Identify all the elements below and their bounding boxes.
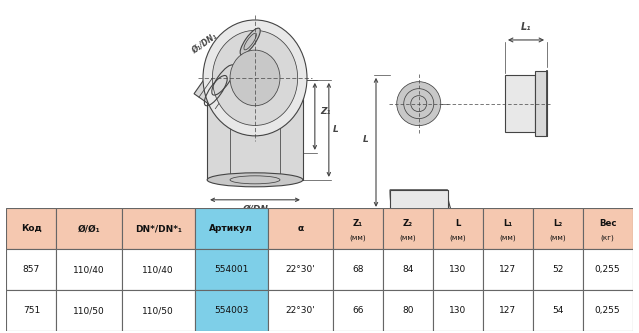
Polygon shape xyxy=(390,190,447,210)
Text: L₂: L₂ xyxy=(250,60,263,73)
Text: 22°30': 22°30' xyxy=(286,306,315,315)
FancyBboxPatch shape xyxy=(583,290,633,331)
Polygon shape xyxy=(390,190,505,305)
FancyBboxPatch shape xyxy=(195,249,268,290)
Text: Артикул: Артикул xyxy=(209,224,253,233)
FancyBboxPatch shape xyxy=(533,208,583,249)
Circle shape xyxy=(404,89,434,119)
Text: (мм): (мм) xyxy=(350,234,366,241)
Text: L: L xyxy=(363,135,369,145)
Text: 80: 80 xyxy=(402,306,413,315)
Text: 22°30': 22°30' xyxy=(286,265,315,274)
FancyBboxPatch shape xyxy=(333,208,383,249)
Text: L: L xyxy=(333,125,339,135)
FancyBboxPatch shape xyxy=(121,208,195,249)
FancyBboxPatch shape xyxy=(268,290,333,331)
Text: Z₂: Z₂ xyxy=(257,50,270,63)
Text: α: α xyxy=(297,224,304,233)
FancyBboxPatch shape xyxy=(121,249,195,290)
Text: (мм): (мм) xyxy=(449,234,466,241)
Polygon shape xyxy=(207,78,303,180)
Text: L₁: L₁ xyxy=(503,219,512,228)
Circle shape xyxy=(397,82,441,126)
FancyBboxPatch shape xyxy=(6,249,56,290)
Text: DN*/DN*₁: DN*/DN*₁ xyxy=(135,224,181,233)
FancyBboxPatch shape xyxy=(383,249,433,290)
Text: 554001: 554001 xyxy=(214,265,249,274)
FancyBboxPatch shape xyxy=(268,208,333,249)
FancyBboxPatch shape xyxy=(56,249,121,290)
Ellipse shape xyxy=(230,176,280,184)
Text: Ø/Ø₁: Ø/Ø₁ xyxy=(78,224,100,233)
FancyBboxPatch shape xyxy=(56,290,121,331)
Text: 66: 66 xyxy=(352,306,364,315)
Text: 110/50: 110/50 xyxy=(73,306,105,315)
Text: Z₁: Z₁ xyxy=(320,107,330,116)
FancyBboxPatch shape xyxy=(483,208,533,249)
Text: 127: 127 xyxy=(499,306,516,315)
Polygon shape xyxy=(505,75,535,133)
Ellipse shape xyxy=(240,28,260,55)
Text: 110/40: 110/40 xyxy=(142,265,174,274)
Text: Z₁: Z₁ xyxy=(353,219,363,228)
Polygon shape xyxy=(194,32,263,112)
Text: 130: 130 xyxy=(449,306,466,315)
FancyBboxPatch shape xyxy=(533,290,583,331)
FancyBboxPatch shape xyxy=(383,208,433,249)
FancyBboxPatch shape xyxy=(433,208,483,249)
Text: Ø₁/DN₁: Ø₁/DN₁ xyxy=(190,31,219,55)
Text: 857: 857 xyxy=(23,265,40,274)
Text: Z₂: Z₂ xyxy=(403,219,413,228)
Text: 0,255: 0,255 xyxy=(595,306,620,315)
FancyBboxPatch shape xyxy=(268,249,333,290)
FancyBboxPatch shape xyxy=(383,290,433,331)
Text: 130: 130 xyxy=(449,265,466,274)
Polygon shape xyxy=(535,71,547,137)
Text: L₂: L₂ xyxy=(553,219,562,228)
Text: 751: 751 xyxy=(23,306,40,315)
Ellipse shape xyxy=(230,50,280,106)
Text: 54: 54 xyxy=(552,306,564,315)
Text: (мм): (мм) xyxy=(500,234,516,241)
FancyBboxPatch shape xyxy=(56,208,121,249)
Text: L: L xyxy=(455,219,461,228)
FancyBboxPatch shape xyxy=(121,290,195,331)
FancyBboxPatch shape xyxy=(433,290,483,331)
FancyBboxPatch shape xyxy=(583,249,633,290)
Text: 110/40: 110/40 xyxy=(73,265,105,274)
Ellipse shape xyxy=(203,20,307,136)
Text: 0,255: 0,255 xyxy=(595,265,620,274)
Ellipse shape xyxy=(212,30,298,126)
FancyBboxPatch shape xyxy=(333,290,383,331)
Text: 68: 68 xyxy=(352,265,364,274)
FancyBboxPatch shape xyxy=(6,290,56,331)
Text: 52: 52 xyxy=(552,265,564,274)
FancyBboxPatch shape xyxy=(195,208,268,249)
Ellipse shape xyxy=(207,173,303,187)
Text: L₁: L₁ xyxy=(521,22,531,32)
FancyBboxPatch shape xyxy=(483,290,533,331)
Text: 110/50: 110/50 xyxy=(142,306,174,315)
Text: 554003: 554003 xyxy=(214,306,249,315)
FancyBboxPatch shape xyxy=(433,249,483,290)
Text: (кг): (кг) xyxy=(601,234,615,241)
Text: 67°30': 67°30' xyxy=(261,68,289,78)
FancyBboxPatch shape xyxy=(583,208,633,249)
Text: 84: 84 xyxy=(402,265,413,274)
Text: (мм): (мм) xyxy=(399,234,416,241)
FancyBboxPatch shape xyxy=(533,249,583,290)
Text: (мм): (мм) xyxy=(550,234,566,241)
Circle shape xyxy=(411,96,427,112)
Text: 127: 127 xyxy=(499,265,516,274)
FancyBboxPatch shape xyxy=(195,290,268,331)
Text: Вес: Вес xyxy=(599,219,617,228)
Text: Ø/DN: Ø/DN xyxy=(242,205,268,214)
FancyBboxPatch shape xyxy=(483,249,533,290)
FancyBboxPatch shape xyxy=(333,249,383,290)
Ellipse shape xyxy=(244,33,256,50)
Text: Код: Код xyxy=(21,224,42,233)
FancyBboxPatch shape xyxy=(6,208,56,249)
